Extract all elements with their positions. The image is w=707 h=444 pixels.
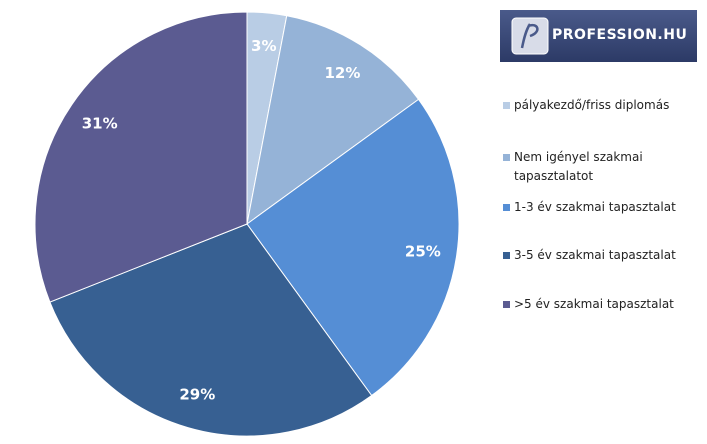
legend-swatch <box>503 204 510 211</box>
legend-item: >5 év szakmai tapasztalat <box>500 295 699 314</box>
brand-logo: PROFESSION.HU <box>500 10 697 62</box>
legend-swatch <box>503 102 510 109</box>
data-label: 31% <box>82 114 118 132</box>
pie-slice <box>246 15 420 226</box>
legend-label: Nem igényel szakmai tapasztalatot <box>514 150 643 183</box>
legend-item: 3-5 év szakmai tapasztalat <box>500 246 699 265</box>
logo-icon <box>511 17 549 55</box>
legend-label: >5 év szakmai tapasztalat <box>514 297 674 311</box>
data-label: 3% <box>251 37 276 55</box>
legend-item: pályakezdő/friss diplomás <box>500 96 699 115</box>
data-label: 12% <box>324 64 360 82</box>
legend-item: 1-3 év szakmai tapasztalat <box>500 198 699 217</box>
data-label: 29% <box>179 386 215 404</box>
legend-swatch <box>503 301 510 308</box>
data-label: 25% <box>405 242 441 260</box>
brand-name: PROFESSION.HU <box>552 27 688 43</box>
legend-label: 3-5 év szakmai tapasztalat <box>514 248 676 262</box>
legend-swatch <box>503 154 510 161</box>
pie-slice <box>34 11 248 303</box>
legend-label: pályakezdő/friss diplomás <box>514 98 670 112</box>
legend-item: Nem igényel szakmai tapasztalatot <box>500 148 699 186</box>
pie-slice <box>246 98 460 397</box>
pie-slice <box>49 223 373 437</box>
legend-label: 1-3 év szakmai tapasztalat <box>514 200 676 214</box>
legend-swatch <box>503 252 510 259</box>
